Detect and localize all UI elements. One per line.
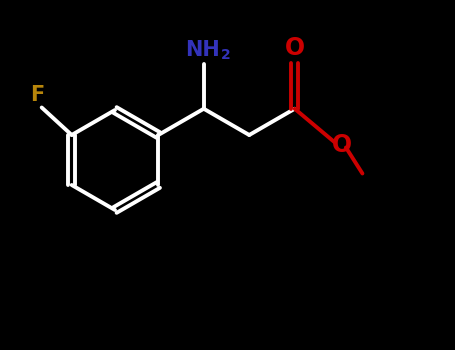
Text: O: O <box>332 133 353 157</box>
Text: F: F <box>30 85 45 105</box>
Text: NH: NH <box>185 40 220 60</box>
Text: O: O <box>285 36 305 60</box>
Text: 2: 2 <box>221 48 231 62</box>
